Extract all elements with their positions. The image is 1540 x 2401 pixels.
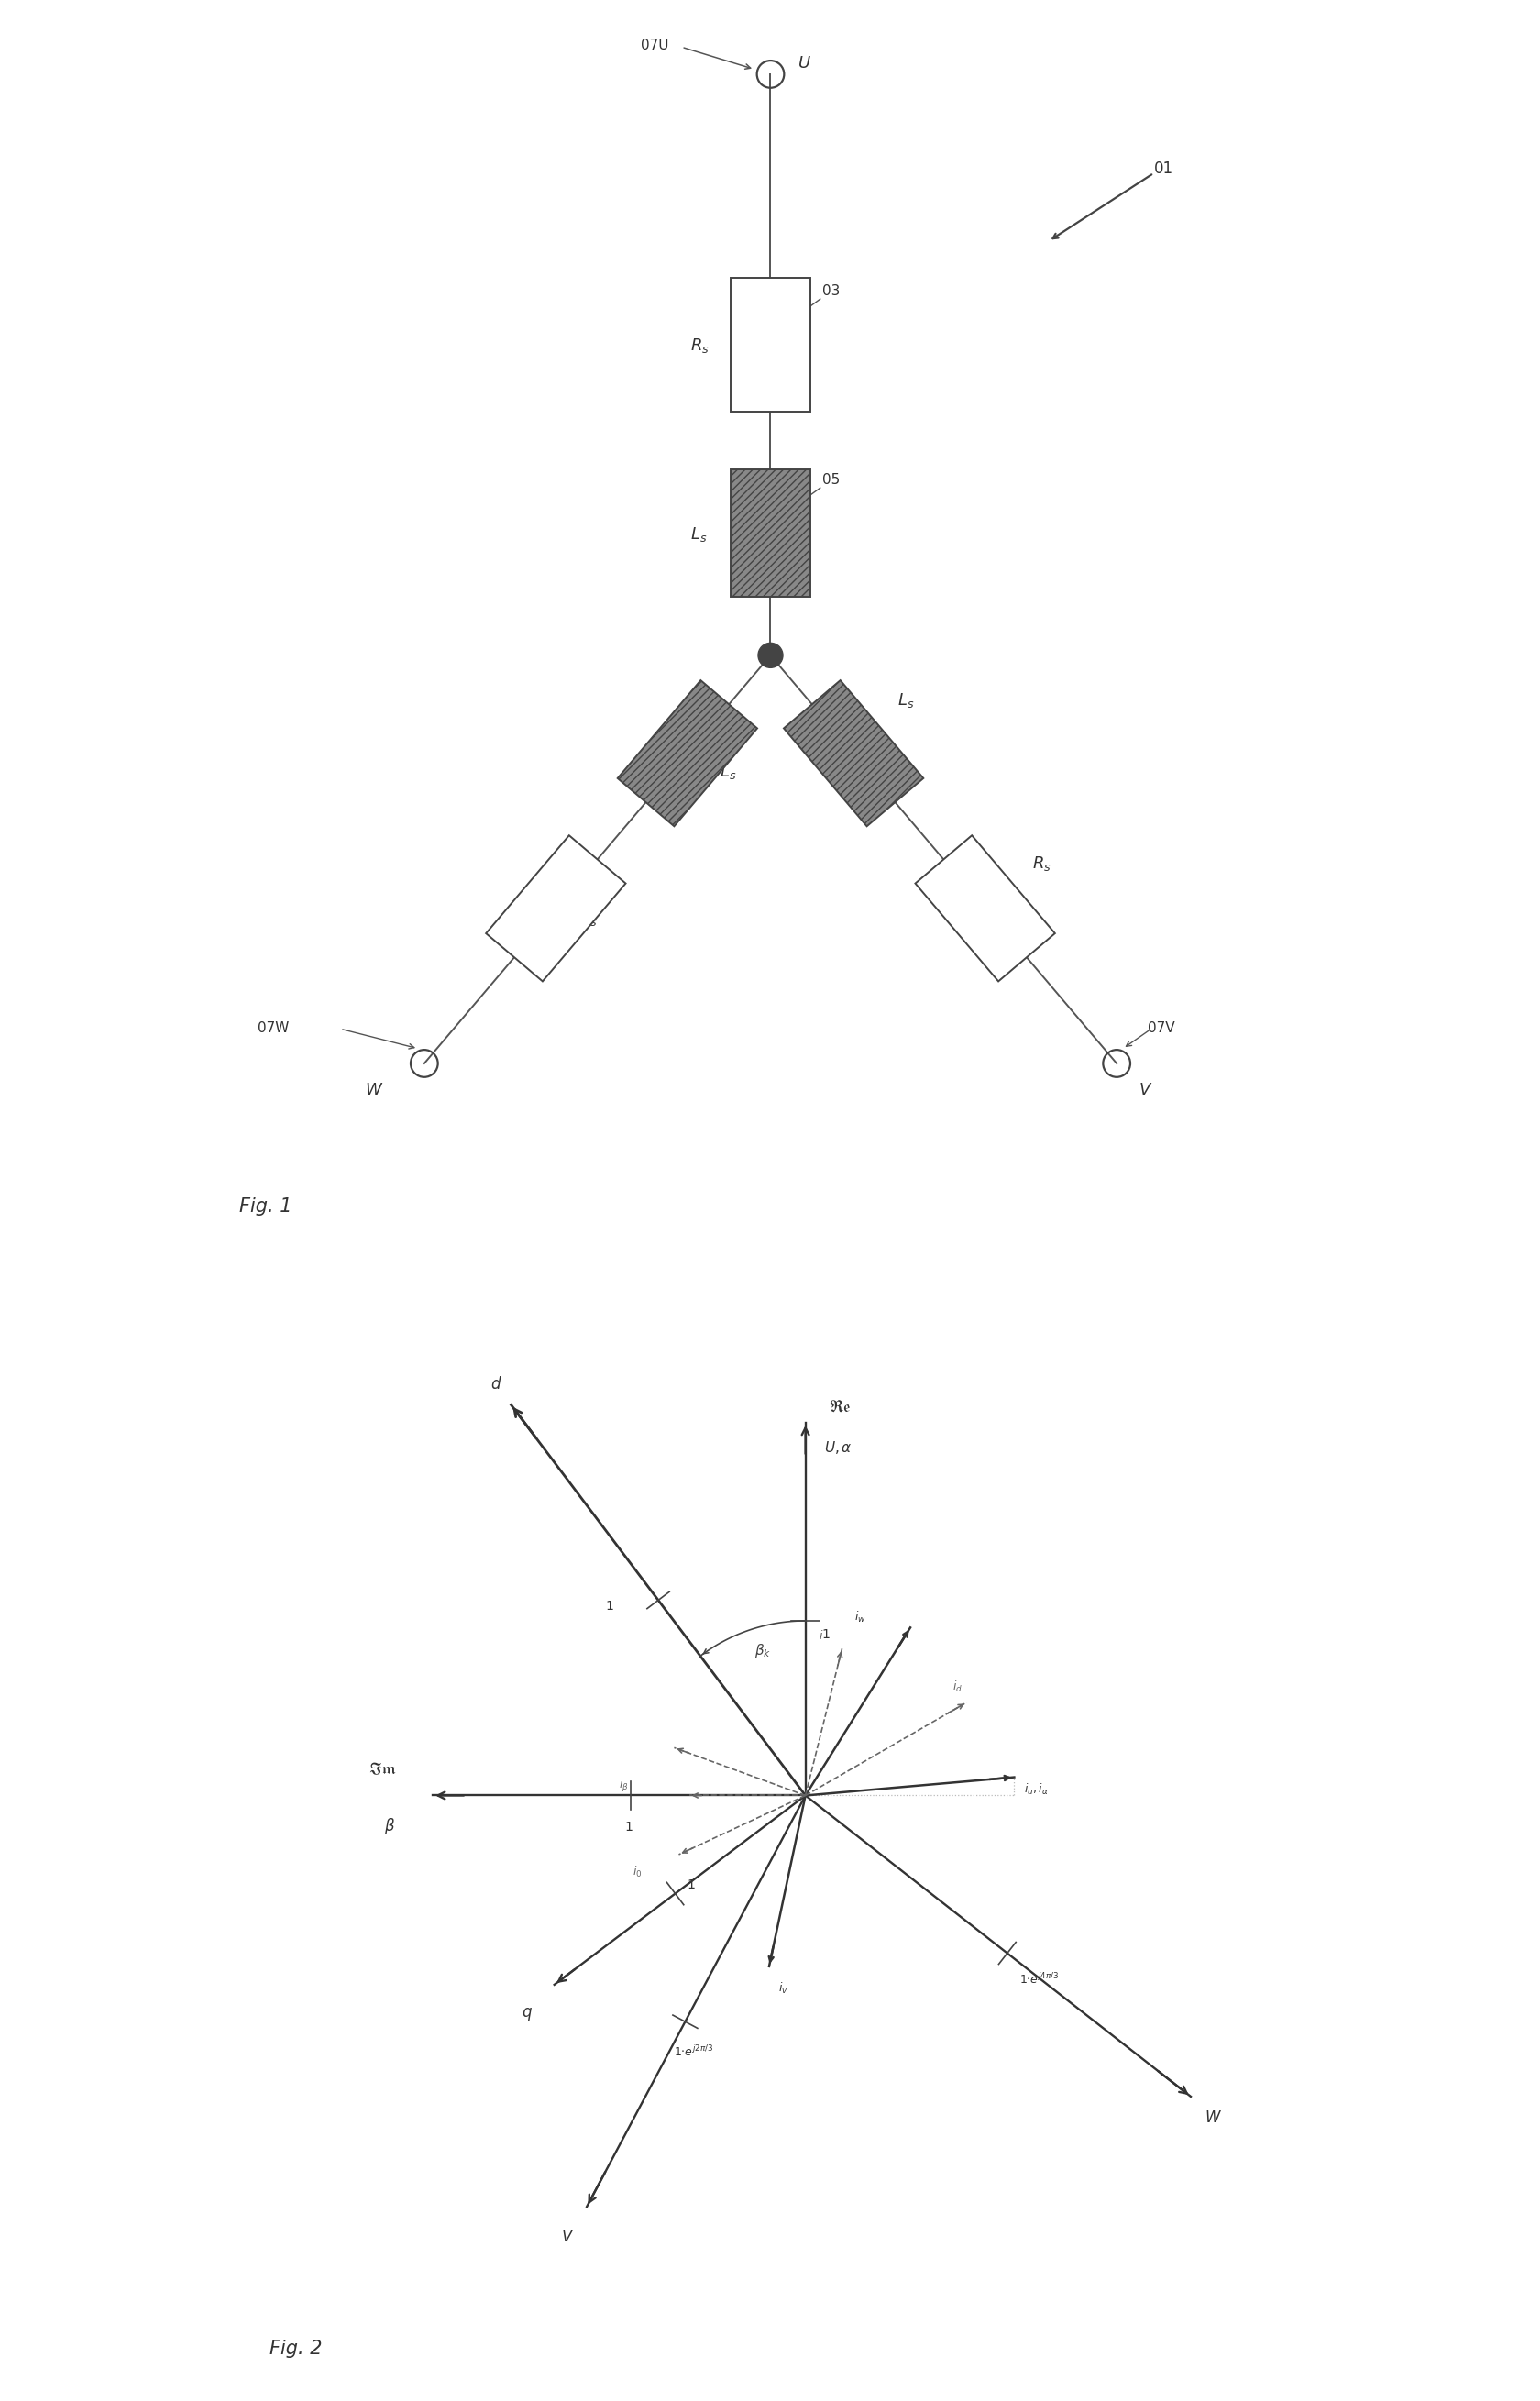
Text: 07U: 07U (641, 38, 668, 53)
Text: $L_s$: $L_s$ (898, 691, 915, 711)
Text: $i_0$: $i_0$ (631, 1866, 641, 1880)
Text: $1{\cdot}e^{j2\pi/3}$: $1{\cdot}e^{j2\pi/3}$ (673, 2046, 713, 2060)
Text: $i_\beta$: $i_\beta$ (619, 1777, 628, 1794)
Text: 03: 03 (822, 283, 839, 298)
Text: 1: 1 (821, 1628, 830, 1640)
Text: $i_d$: $i_d$ (952, 1681, 962, 1695)
Text: $\beta$: $\beta$ (383, 1815, 394, 1837)
Text: $q$: $q$ (522, 2007, 533, 2022)
Text: $W$: $W$ (365, 1080, 383, 1097)
Text: $i_v$: $i_v$ (778, 1981, 788, 1995)
Text: $i_u, i_\alpha$: $i_u, i_\alpha$ (1023, 1782, 1047, 1798)
Text: $L_s$: $L_s$ (719, 764, 736, 780)
Polygon shape (730, 468, 810, 598)
Text: $i$: $i$ (818, 1630, 824, 1642)
Text: 1: 1 (625, 1820, 633, 1832)
Text: 07V: 07V (1147, 1020, 1173, 1035)
Text: Fig. 2: Fig. 2 (270, 2339, 322, 2358)
Text: $R_s$: $R_s$ (690, 336, 708, 355)
Text: $R_s$: $R_s$ (1032, 855, 1050, 874)
Text: 01: 01 (1153, 161, 1172, 178)
Text: Fig. 1: Fig. 1 (239, 1198, 291, 1215)
Text: $U, \alpha$: $U, \alpha$ (824, 1438, 852, 1455)
Text: $i_w$: $i_w$ (853, 1609, 865, 1625)
Text: $U$: $U$ (798, 55, 810, 72)
Text: 07W: 07W (257, 1020, 288, 1035)
Text: $1{\cdot}e^{j4\pi/3}$: $1{\cdot}e^{j4\pi/3}$ (1018, 1971, 1058, 1986)
Text: $R_s$: $R_s$ (578, 910, 598, 929)
Polygon shape (784, 679, 922, 826)
Text: 1: 1 (687, 1880, 695, 1892)
Text: $V$: $V$ (561, 2228, 574, 2245)
Text: $\mathfrak{Im}$: $\mathfrak{Im}$ (368, 1762, 397, 1779)
Text: $L_s$: $L_s$ (690, 526, 707, 545)
Text: 1: 1 (605, 1599, 613, 1611)
Text: 05: 05 (822, 473, 839, 487)
Circle shape (758, 643, 782, 667)
Text: $\mathfrak{Re}$: $\mathfrak{Re}$ (829, 1397, 850, 1414)
Text: $d$: $d$ (490, 1376, 502, 1393)
Polygon shape (618, 679, 756, 826)
Polygon shape (730, 279, 810, 411)
Polygon shape (485, 836, 625, 982)
Text: $\beta_k$: $\beta_k$ (753, 1642, 770, 1659)
Text: $V$: $V$ (1138, 1080, 1152, 1097)
Text: $W$: $W$ (1204, 2110, 1221, 2125)
Polygon shape (915, 836, 1055, 982)
